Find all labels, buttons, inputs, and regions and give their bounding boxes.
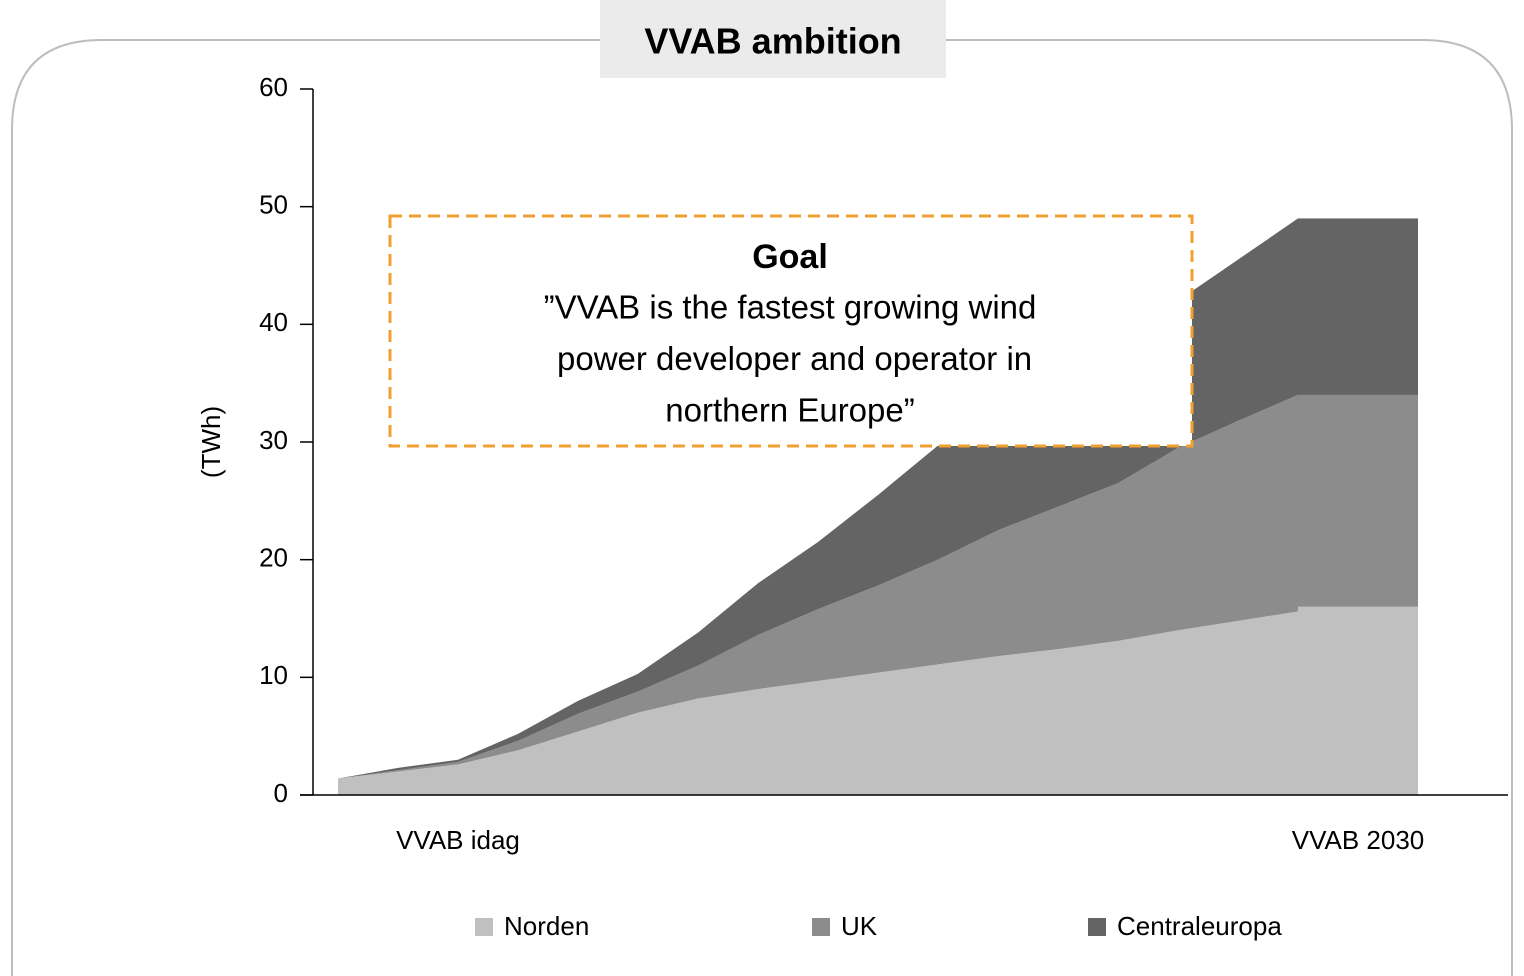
legend-label: Centraleuropa bbox=[1117, 911, 1282, 941]
y-tick-label: 50 bbox=[259, 190, 288, 220]
legend-label: Norden bbox=[504, 911, 589, 941]
area bbox=[338, 394, 1298, 779]
annotation-line: power developer and operator in bbox=[548, 340, 1032, 377]
x-tick-label: VVAB 2030 bbox=[1292, 825, 1425, 855]
legend-swatch bbox=[812, 918, 830, 936]
y-tick-label: 20 bbox=[259, 543, 288, 573]
legend-swatch bbox=[1088, 918, 1106, 936]
annotation-title: Goal bbox=[752, 238, 828, 276]
y-tick-label: 60 bbox=[259, 72, 288, 102]
y-tick-label: 30 bbox=[259, 425, 288, 455]
chart-title: VVAB ambition bbox=[644, 21, 901, 62]
x-tick-label: VVAB idag bbox=[396, 825, 520, 855]
annotation-line: northern Europe” bbox=[665, 392, 914, 429]
annotation-line: ”VVAB is the fastest growing wind bbox=[544, 289, 1037, 326]
legend-swatch bbox=[475, 918, 493, 936]
y-tick-label: 40 bbox=[259, 307, 288, 337]
y-axis-label: (TWh) bbox=[196, 406, 226, 478]
y-tick-label: 0 bbox=[274, 778, 288, 808]
y-tick-label: 10 bbox=[259, 660, 288, 690]
title-box bbox=[600, 0, 946, 78]
plot bbox=[338, 218, 1418, 795]
annotation-box bbox=[388, 214, 1194, 448]
bar bbox=[1298, 218, 1418, 395]
bar bbox=[1298, 394, 1418, 607]
area bbox=[338, 611, 1298, 795]
annotation: Goal ”VVAB is the fastest growing wind p… bbox=[388, 214, 1194, 448]
legend-label: UK bbox=[841, 911, 878, 941]
bar bbox=[1298, 606, 1418, 795]
